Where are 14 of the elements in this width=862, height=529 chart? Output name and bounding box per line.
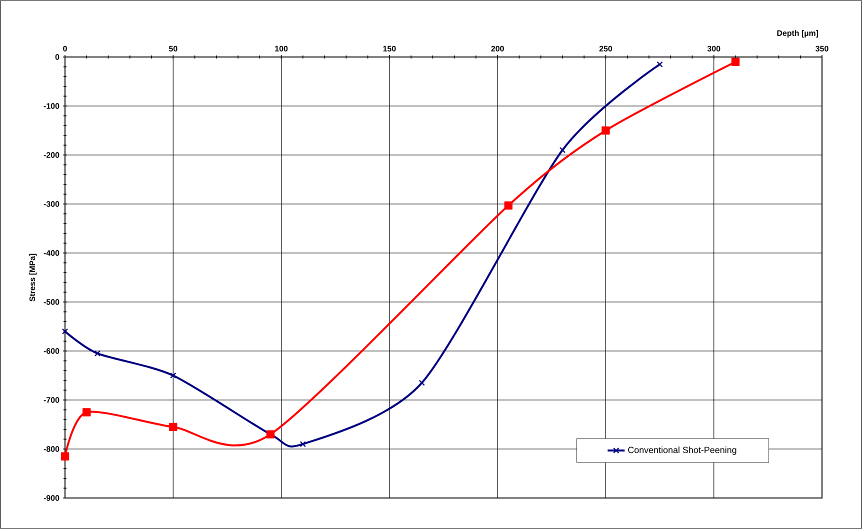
point — [656, 61, 663, 68]
point — [62, 328, 68, 334]
point — [94, 350, 101, 357]
point — [169, 422, 178, 432]
point — [82, 408, 91, 416]
point — [559, 147, 566, 154]
point — [418, 380, 425, 386]
point — [731, 58, 740, 66]
point — [504, 201, 512, 210]
point — [170, 372, 176, 379]
legend-label: Conventional Shot-Peening — [628, 446, 736, 455]
point — [300, 441, 306, 448]
point — [602, 126, 610, 135]
point — [60, 452, 70, 460]
